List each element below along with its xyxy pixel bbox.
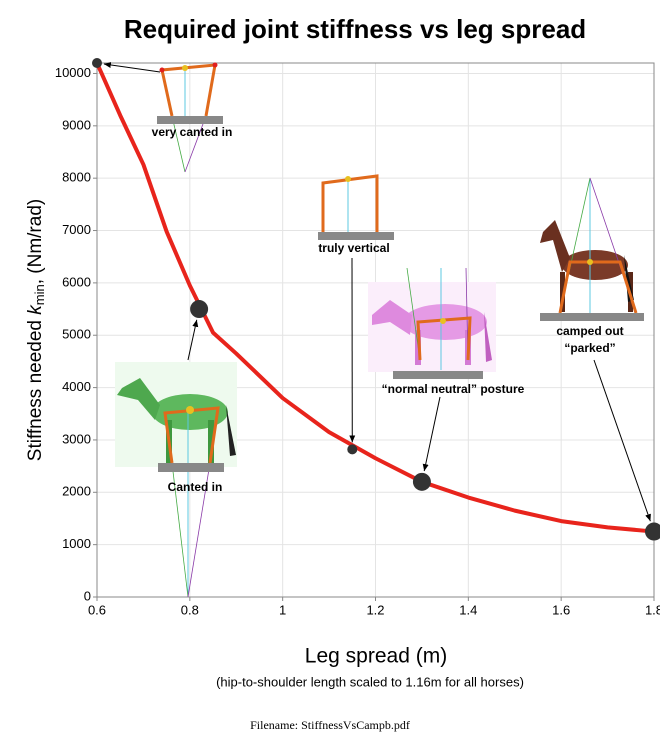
y-tick-label: 10000: [55, 65, 91, 80]
x-axis-label: Leg spread (m): [305, 645, 447, 668]
arrow: [104, 64, 160, 72]
y-tick-label: 4000: [62, 379, 91, 394]
illustration: “normal neutral” posture: [368, 268, 525, 396]
annotation-label: Canted in: [168, 480, 223, 494]
arrow: [594, 360, 650, 521]
y-tick-label: 6000: [62, 274, 91, 289]
y-tick-label: 9000: [62, 117, 91, 132]
annotation-label: truly vertical: [318, 241, 389, 255]
annotation-label: camped out: [556, 324, 623, 338]
y-tick-label: 0: [84, 588, 91, 603]
x-tick-label: 1.8: [645, 602, 660, 617]
illustration: Canted in: [115, 362, 237, 597]
data-point: [190, 300, 208, 318]
chart-title: Required joint stiffness vs leg spread: [124, 14, 586, 44]
data-point: [92, 58, 102, 68]
y-tick-label: 7000: [62, 222, 91, 237]
arrow: [424, 397, 440, 471]
x-axis-sublabel: (hip-to-shoulder length scaled to 1.16m …: [216, 674, 524, 689]
illustration: camped out “parked”: [540, 178, 644, 355]
data-point: [645, 523, 660, 541]
x-tick-label: 1.2: [366, 602, 384, 617]
y-axis-label: Stiffness needed kmin, (Nm/rad): [25, 199, 47, 461]
y-tick-label: 5000: [62, 327, 91, 342]
x-tick-label: 0.8: [181, 602, 199, 617]
data-point: [347, 444, 357, 454]
y-tick-label: 1000: [62, 536, 91, 551]
annotation-label: “normal neutral” posture: [382, 382, 525, 396]
y-tick-label: 3000: [62, 431, 91, 446]
chart: Required joint stiffness vs leg spread L…: [0, 0, 660, 738]
arrow: [188, 320, 197, 360]
illustration: truly vertical: [318, 176, 394, 255]
x-tick-label: 0.6: [88, 602, 106, 617]
footer: Filename: StiffnessVsCampb.pdf: [250, 718, 410, 732]
illustration: very canted in: [152, 63, 233, 173]
y-tick-label: 8000: [62, 170, 91, 185]
y-tick-label: 2000: [62, 484, 91, 499]
data-point: [413, 473, 431, 491]
x-tick-label: 1.6: [552, 602, 570, 617]
annotation-label: “parked”: [564, 341, 615, 355]
annotation-label: very canted in: [152, 125, 233, 139]
x-tick-label: 1.4: [459, 602, 477, 617]
x-tick-label: 1: [279, 602, 286, 617]
